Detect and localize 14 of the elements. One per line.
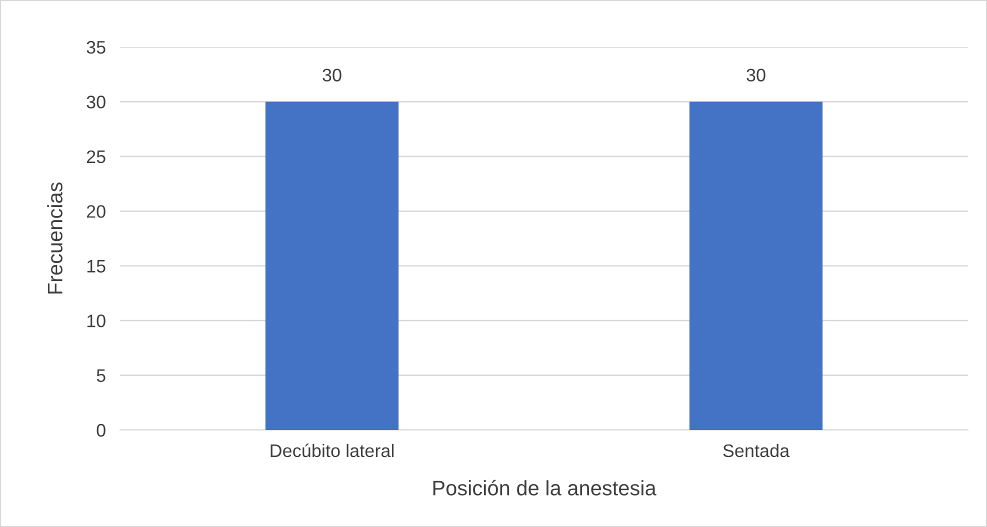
- data-label: 30: [746, 68, 766, 82]
- y-tick-label: 25: [86, 150, 106, 164]
- y-tick-label: 0: [96, 424, 106, 437]
- y-tick-label: 10: [87, 314, 106, 328]
- x-tick-label: Decúbito lateral: [270, 444, 394, 458]
- y-tick-label: 5: [96, 369, 106, 382]
- y-tick-label: 35: [86, 40, 106, 54]
- y-axis-title: Frecuencias: [47, 182, 62, 294]
- x-axis-title: Posición de la anestesia: [433, 480, 656, 496]
- data-label: 30: [322, 68, 342, 82]
- y-tick-label: 30: [86, 96, 106, 108]
- y-tick-label: 15: [87, 260, 106, 273]
- x-tick-label: Sentada: [723, 444, 790, 458]
- y-tick-label: 20: [86, 205, 106, 218]
